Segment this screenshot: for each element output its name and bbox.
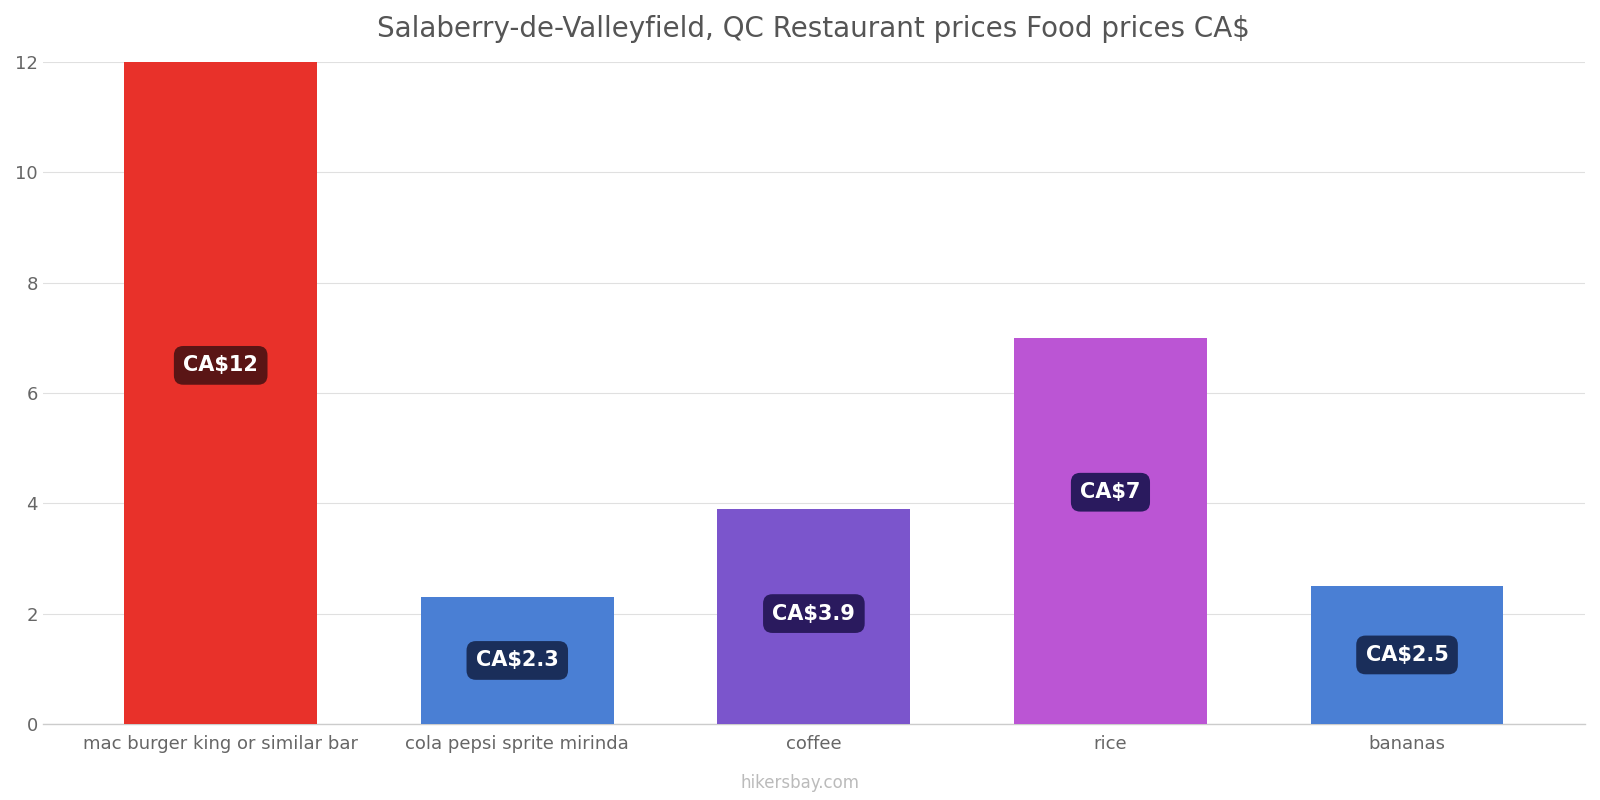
Bar [717,509,910,724]
Bar [1310,586,1504,724]
Title: Salaberry-de-Valleyfield, QC Restaurant prices Food prices CA$: Salaberry-de-Valleyfield, QC Restaurant … [378,15,1250,43]
Text: CA$2.3: CA$2.3 [475,650,558,670]
Text: hikersbay.com: hikersbay.com [741,774,859,792]
Bar [1014,338,1206,724]
Bar [125,62,317,724]
Text: CA$7: CA$7 [1080,482,1141,502]
Text: CA$2.5: CA$2.5 [1366,645,1448,665]
Bar [421,597,614,724]
Text: CA$12: CA$12 [184,355,258,375]
Text: CA$3.9: CA$3.9 [773,603,856,623]
